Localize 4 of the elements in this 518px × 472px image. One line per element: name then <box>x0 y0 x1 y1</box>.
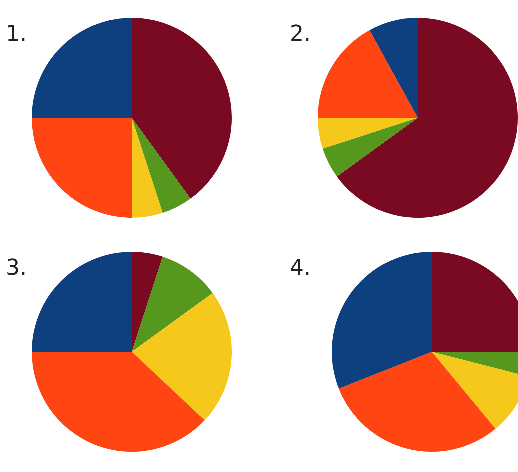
chart-title: 4. <box>290 256 311 281</box>
chart-title: 2. <box>290 22 311 47</box>
chart-title: 3. <box>6 256 27 281</box>
chart-title: 1. <box>6 22 27 47</box>
